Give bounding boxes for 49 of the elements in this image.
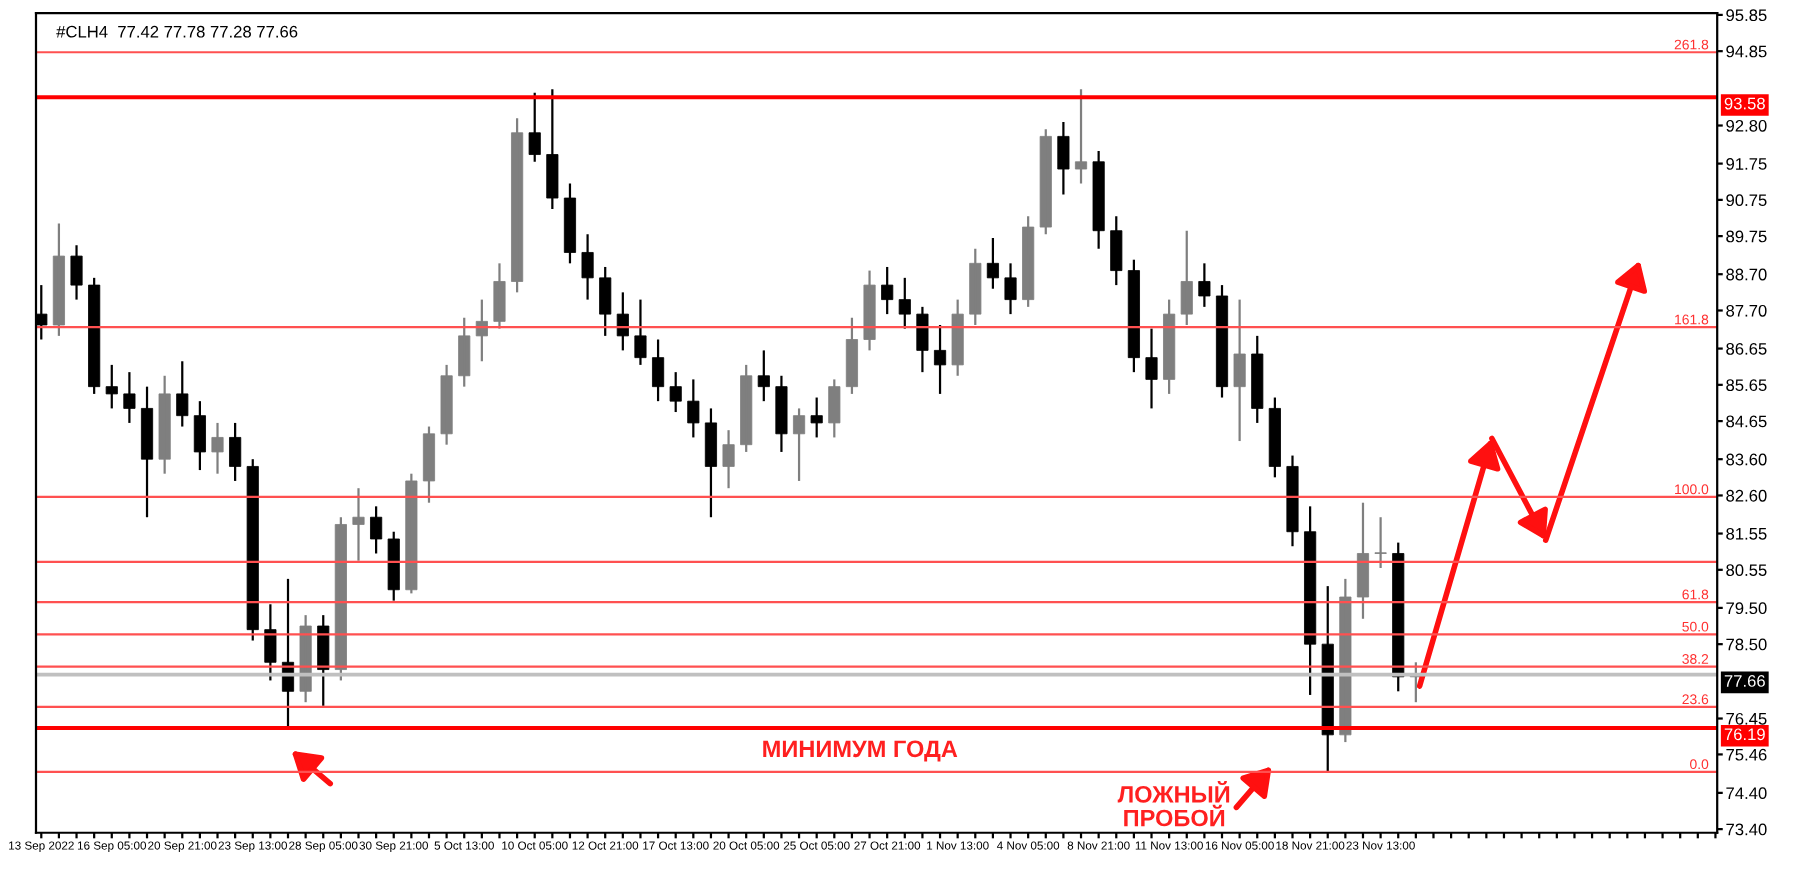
y-tick-label: 95.85 <box>1726 9 1767 22</box>
candlestick <box>528 91 541 163</box>
y-tick-label: 75.46 <box>1726 748 1767 761</box>
annotation: МИНИМУМ ГОДА <box>763 740 958 762</box>
y-tick-label: 80.55 <box>1726 564 1767 577</box>
candlestick <box>599 265 612 337</box>
candlestick <box>1180 229 1193 327</box>
candlestick <box>158 374 171 475</box>
candlestick <box>951 298 964 377</box>
ref-line-label: 77.66 <box>1724 675 1765 687</box>
candlestick <box>105 363 118 410</box>
candlestick <box>1074 88 1088 185</box>
y-tick-label: 90.75 <box>1726 194 1767 207</box>
candlestick <box>810 396 823 439</box>
y-tick-label: 78.50 <box>1726 638 1767 651</box>
candlestick <box>1092 149 1105 250</box>
y-tick-label: 92.80 <box>1726 119 1767 132</box>
candlestick <box>1374 516 1387 570</box>
candlestick <box>969 247 982 327</box>
candlestick <box>1039 128 1052 236</box>
candlestick <box>1198 262 1211 308</box>
y-tick-label: 81.55 <box>1726 527 1767 540</box>
candlestick <box>687 378 700 439</box>
y-tick-label: 88.70 <box>1726 268 1767 281</box>
candlestick <box>176 360 189 428</box>
y-tick-label: 82.60 <box>1726 489 1767 502</box>
candlestick <box>546 88 559 211</box>
y-tick-label: 85.65 <box>1726 379 1767 392</box>
candlestick <box>1110 215 1123 287</box>
text: #CLH4 77.42 77.78 77.28 77.66 <box>56 25 298 38</box>
y-tick-label: 86.65 <box>1726 342 1767 355</box>
y-tick-label: 74.40 <box>1726 787 1767 800</box>
candlestick <box>1251 334 1264 425</box>
y-tick-label: 79.50 <box>1726 602 1767 615</box>
candlestick <box>1233 298 1246 443</box>
y-tick-label: 84.65 <box>1726 415 1767 428</box>
y-tick-label: 91.75 <box>1726 158 1767 170</box>
y-tick-label: 83.60 <box>1726 453 1767 466</box>
candlestick <box>458 316 471 388</box>
candlestick <box>828 378 841 439</box>
annotation: ЛОЖНЫЙ ПРОБОЙ <box>1117 781 1230 827</box>
y-tick-label: 73.40 <box>1726 823 1767 836</box>
ref-line-label: 93.58 <box>1724 97 1765 110</box>
y-tick-label: 76.45 <box>1726 712 1767 725</box>
ref-line-label: 76.19 <box>1724 728 1765 741</box>
candlestick <box>669 371 682 414</box>
y-tick-label: 94.85 <box>1726 45 1767 58</box>
y-tick-label: 89.75 <box>1726 230 1767 243</box>
y-tick-label: 87.70 <box>1726 304 1767 317</box>
